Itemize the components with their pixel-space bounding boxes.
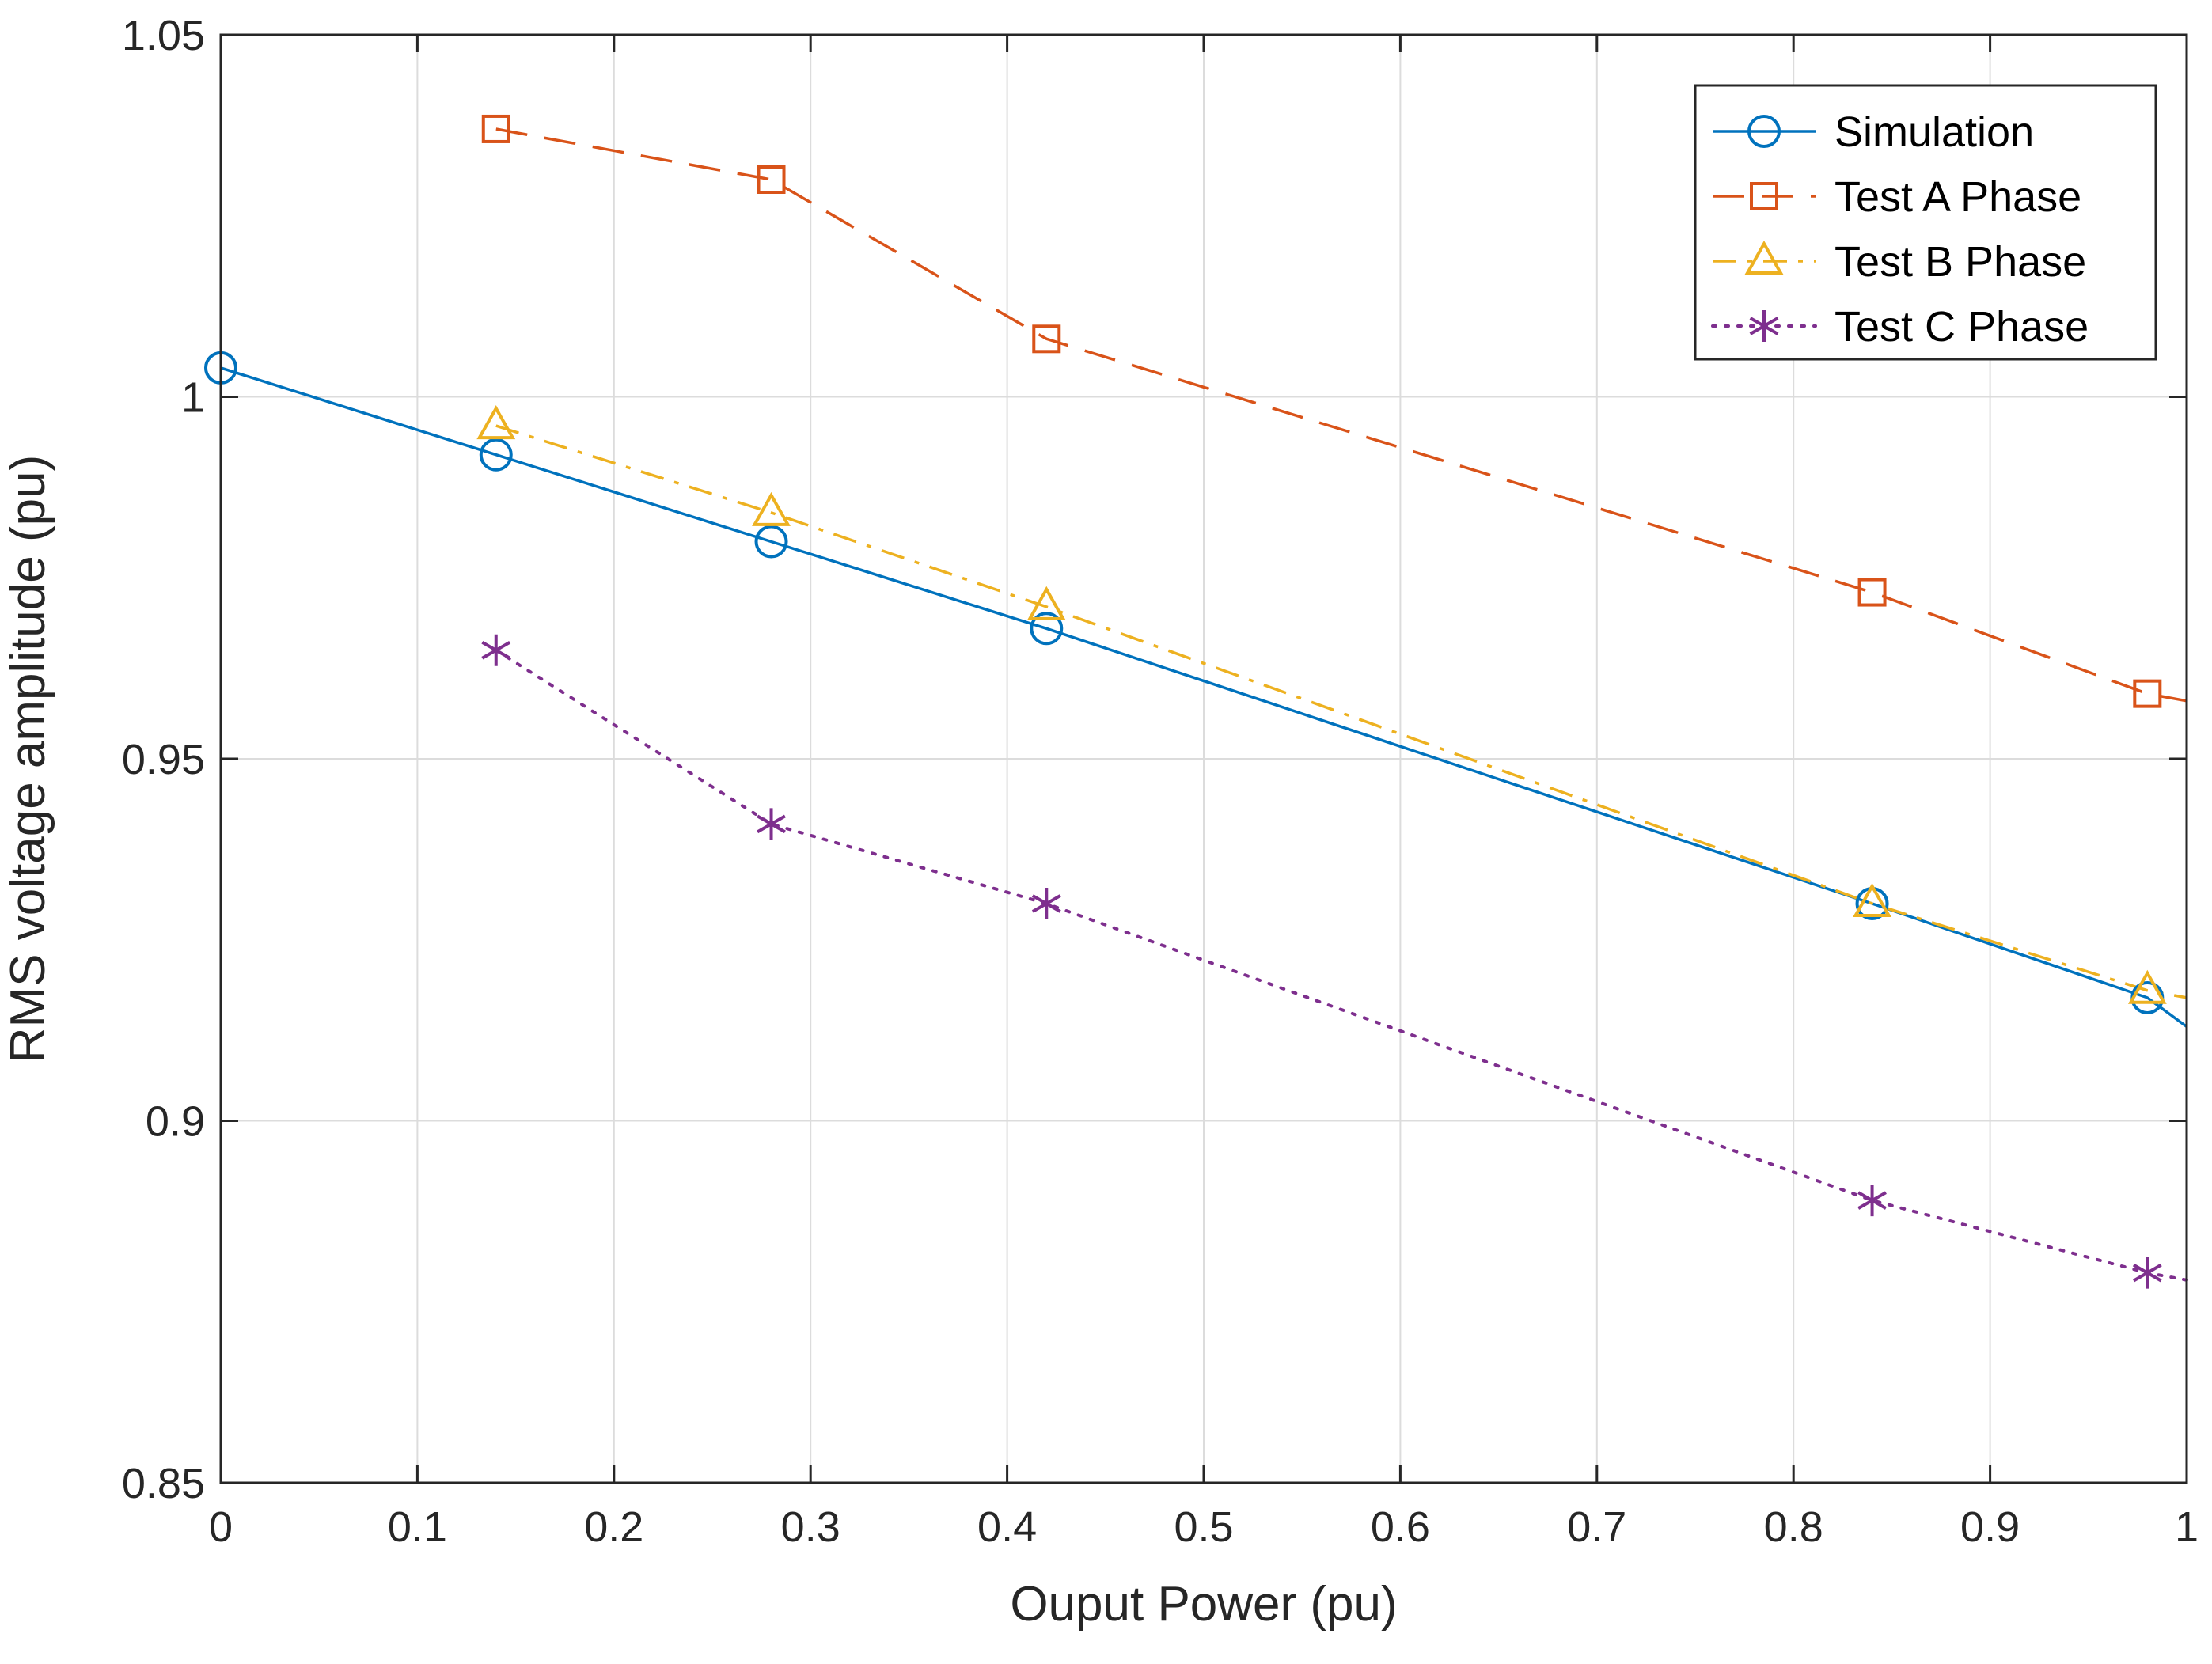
y-tick-label: 1.05: [122, 12, 205, 59]
data-point-2: [1853, 882, 1891, 917]
series-markers: [204, 114, 2167, 1289]
series-line-0: [220, 366, 2188, 1028]
x-tick-label: 0.7: [1567, 1503, 1626, 1551]
data-point-2: [1026, 586, 1066, 620]
x-tick-label: 0.1: [388, 1503, 447, 1551]
data-point-0: [1030, 612, 1064, 646]
data-point-3-stroke: [481, 641, 511, 660]
data-point-3: [757, 808, 786, 840]
series-lines: [220, 127, 2188, 1282]
data-point-3-stroke: [1031, 894, 1061, 913]
series-line-3: [494, 648, 2188, 1282]
data-point-3: [1857, 1185, 1887, 1217]
y-tick-label: 0.9: [146, 1098, 205, 1146]
x-tick-label: 0.9: [1960, 1503, 2020, 1551]
legend-marker-2: [1744, 240, 1784, 275]
x-tick-label: 0.3: [781, 1503, 840, 1551]
data-point-2: [2127, 969, 2167, 1004]
legend-marker-3-stroke: [1749, 317, 1779, 335]
data-point-1: [481, 114, 510, 143]
x-tick-label: 0.6: [1371, 1503, 1430, 1551]
x-axis-ticks: 0 0.1 0.2 0.3 0.4 0.5 0.6 0.7 0.8 0.9 1: [209, 35, 2199, 1551]
x-tick-label: 0.2: [584, 1503, 643, 1551]
data-point-3: [2132, 1257, 2162, 1289]
data-point-3-stroke: [2132, 1263, 2162, 1283]
y-tick-label: 1: [181, 374, 205, 422]
data-point-2: [752, 491, 791, 526]
x-tick-label: 1: [2175, 1503, 2199, 1551]
x-tick-label: 0.5: [1174, 1503, 1233, 1551]
data-point-1: [2133, 679, 2162, 708]
legend-label-0: Simulation: [1834, 108, 2034, 156]
legend-marker-1: [1750, 182, 1778, 210]
data-point-0: [479, 438, 513, 472]
data-point-3: [1031, 888, 1061, 919]
y-axis-label: RMS voltage amplitude (pu): [1, 455, 55, 1063]
legend-marker-3: [1749, 310, 1779, 342]
x-tick-label: 0.4: [977, 1503, 1037, 1551]
data-point-3-stroke: [1857, 1191, 1887, 1210]
y-tick-label: 0.85: [122, 1460, 205, 1507]
data-point-1: [757, 165, 786, 194]
data-point-3-stroke: [757, 814, 786, 834]
x-tick-label: 0: [209, 1503, 233, 1551]
x-tick-label: 0.8: [1764, 1503, 1823, 1551]
y-tick-label: 0.95: [122, 736, 205, 783]
data-point-2: [476, 405, 516, 440]
legend-label-2: Test B Phase: [1834, 238, 2086, 286]
data-point-1: [1032, 324, 1061, 354]
legend-label-3: Test C Phase: [1834, 303, 2089, 351]
legend: Simulation Test A Phase Test B Phase Test C…: [1694, 84, 2157, 361]
data-point-1: [1857, 578, 1887, 607]
legend-label-1: Test A Phase: [1834, 173, 2081, 221]
data-point-0: [754, 525, 788, 559]
series-line-2: [495, 424, 2187, 999]
legend-marker-0: [1747, 115, 1781, 148]
data-point-3: [481, 634, 511, 666]
y-axis-ticks: 0.85 0.9 0.95 1 1.05: [122, 12, 2187, 1507]
x-axis-label: Ouput Power (pu): [1010, 1577, 1397, 1632]
